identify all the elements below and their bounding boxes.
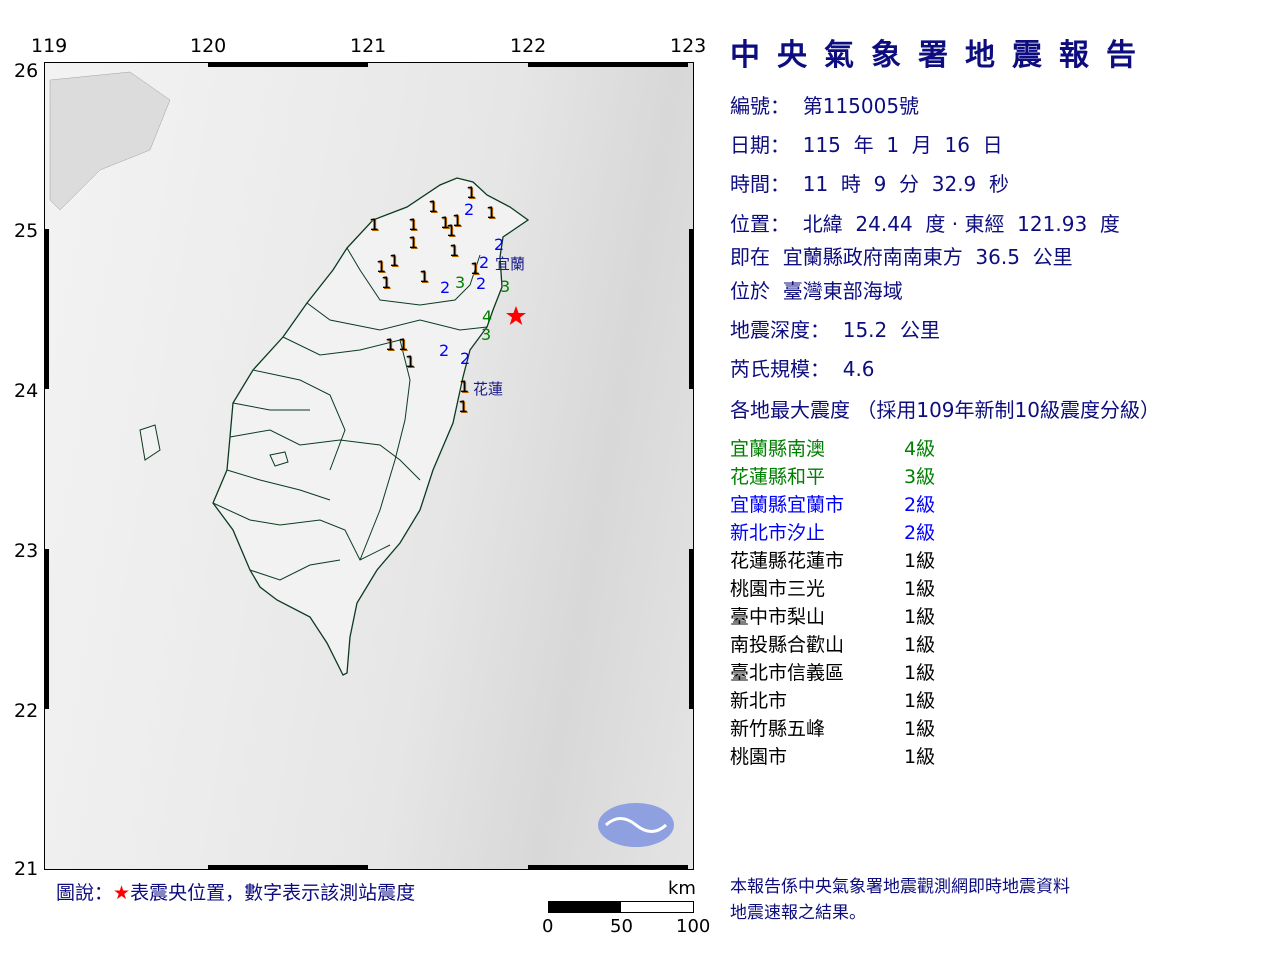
report-time: 時間： 11 時 9 分 32.9 秒 bbox=[730, 172, 1009, 196]
intensity-mark: 2 bbox=[476, 274, 487, 293]
lon-tick-123: 123 bbox=[670, 35, 707, 57]
intensity-mark: 2 bbox=[460, 349, 471, 368]
station-level: 1級 bbox=[904, 690, 936, 712]
intensity-mark: 2 bbox=[439, 341, 450, 360]
station-name: 新竹縣五峰 bbox=[730, 718, 826, 740]
intensity-mark: 4 bbox=[482, 307, 493, 326]
intensity-mark: 1 bbox=[440, 213, 451, 232]
intensity-mark: 1 bbox=[449, 241, 460, 260]
scale-unit: km bbox=[668, 878, 696, 899]
report-region: 位於 臺灣東部海域 bbox=[730, 279, 903, 303]
lat-tick-26: 26 bbox=[14, 60, 39, 82]
station-name: 花蓮縣和平 bbox=[730, 466, 826, 488]
lat-tick-23: 23 bbox=[14, 540, 39, 562]
lon-tick-120: 120 bbox=[190, 35, 227, 57]
station-name: 花蓮縣花蓮市 bbox=[730, 550, 845, 572]
lon-tick-121: 121 bbox=[350, 35, 387, 57]
station-level: 1級 bbox=[904, 606, 936, 628]
report-note-line2: 地震速報之結果。 bbox=[730, 903, 866, 923]
report-magnitude: 芮氏規模： 4.6 bbox=[730, 357, 875, 381]
station-name: 臺中市梨山 bbox=[730, 606, 826, 628]
station-level: 3級 bbox=[904, 466, 936, 488]
intensity-mark: 1 bbox=[466, 183, 477, 202]
intensity-mark: 1 bbox=[398, 335, 409, 354]
lat-tick-22: 22 bbox=[14, 700, 39, 722]
intensity-mark: 1 bbox=[408, 215, 419, 234]
intensity-mark: 3 bbox=[481, 325, 492, 344]
intensity-mark: 2 bbox=[464, 200, 475, 219]
intensity-mark: 1 bbox=[428, 197, 439, 216]
station-name: 新北市 bbox=[730, 690, 788, 712]
intensity-mark: 2 bbox=[479, 253, 490, 272]
map-legend: 圖說：★表震央位置，數字表示該測站震度 bbox=[56, 878, 415, 905]
epicenter-star-icon bbox=[506, 306, 526, 325]
report-date: 日期： 115 年 1 月 16 日 bbox=[730, 133, 1003, 157]
legend-text: 表震央位置，數字表示該測站震度 bbox=[130, 882, 416, 904]
intensity-mark: 3 bbox=[500, 277, 511, 296]
report-relative-location: 即在 宜蘭縣政府南南東方 36.5 公里 bbox=[730, 245, 1073, 269]
scale-label-0: 0 bbox=[542, 916, 554, 937]
intensity-mark: 1 bbox=[385, 335, 396, 354]
station-level: 1級 bbox=[904, 634, 936, 656]
report-note-line1: 本報告係中央氣象署地震觀測網即時地震資料 bbox=[730, 877, 1070, 897]
station-level: 1級 bbox=[904, 662, 936, 684]
intensity-mark: 1 bbox=[376, 257, 387, 276]
intensity-mark: 1 bbox=[470, 259, 481, 278]
intensity-mark: 1 bbox=[389, 251, 400, 270]
intensity-mark: 1 bbox=[408, 233, 419, 252]
station-name: 桃園市 bbox=[730, 746, 788, 768]
intensity-mark: 1 bbox=[486, 203, 497, 222]
station-level: 1級 bbox=[904, 746, 936, 768]
station-name: 宜蘭縣南澳 bbox=[730, 438, 826, 460]
intensity-mark: 3 bbox=[455, 273, 466, 292]
station-level: 2級 bbox=[904, 494, 936, 516]
station-name: 宜蘭縣宜蘭市 bbox=[730, 494, 845, 516]
station-level: 2級 bbox=[904, 522, 936, 544]
intensity-mark: 1 bbox=[446, 221, 457, 240]
map-frame bbox=[44, 62, 694, 870]
city-label-yilan: 宜蘭 bbox=[495, 255, 526, 273]
station-level: 4級 bbox=[904, 438, 936, 460]
intensity-header: 各地最大震度 （採用109年新制10級震度分級） bbox=[730, 398, 1160, 422]
intensity-mark: 1 bbox=[405, 352, 416, 371]
report-title: 中央氣象署地震報告 bbox=[730, 38, 1153, 73]
report-position: 位置： 北緯 24.44 度 · 東經 121.93 度 bbox=[730, 212, 1120, 236]
station-name: 南投縣合歡山 bbox=[730, 634, 845, 656]
lon-tick-122: 122 bbox=[510, 35, 547, 57]
intensity-mark: 1 bbox=[419, 267, 430, 286]
report-number: 編號： 第115005號 bbox=[730, 94, 920, 118]
station-level: 1級 bbox=[904, 578, 936, 600]
intensity-mark: 2 bbox=[440, 278, 451, 297]
legend-prefix: 圖說： bbox=[56, 882, 114, 904]
lat-tick-25: 25 bbox=[14, 220, 39, 242]
report-depth: 地震深度： 15.2 公里 bbox=[730, 318, 940, 342]
lat-tick-24: 24 bbox=[14, 380, 39, 402]
station-name: 新北市汐止 bbox=[730, 522, 826, 544]
lat-tick-21: 21 bbox=[14, 858, 39, 880]
station-name: 桃園市三光 bbox=[730, 578, 826, 600]
station-level: 1級 bbox=[904, 550, 936, 572]
intensity-mark: 1 bbox=[459, 377, 470, 396]
intensity-mark: 1 bbox=[458, 397, 469, 416]
scale-label-100: 100 bbox=[676, 916, 711, 937]
legend-star-icon: ★ bbox=[113, 882, 131, 904]
lon-tick-119: 119 bbox=[31, 35, 68, 57]
intensity-mark: 1 bbox=[381, 273, 392, 292]
station-name: 臺北市信義區 bbox=[730, 662, 845, 684]
intensity-mark: 1 bbox=[369, 215, 380, 234]
station-level: 1級 bbox=[904, 718, 936, 740]
city-label-hualien: 花蓮 bbox=[473, 380, 504, 398]
scale-bar bbox=[548, 901, 694, 913]
intensity-mark: 1 bbox=[452, 211, 463, 230]
taiwan-outline bbox=[49, 71, 674, 847]
epicenter-map: 1 1 1 1 1 1 1 1 1 1 1 1 1 1 1 1 1 1 1 1 … bbox=[44, 62, 694, 870]
intensity-mark: 2 bbox=[494, 235, 505, 254]
scale-label-50: 50 bbox=[610, 916, 633, 937]
